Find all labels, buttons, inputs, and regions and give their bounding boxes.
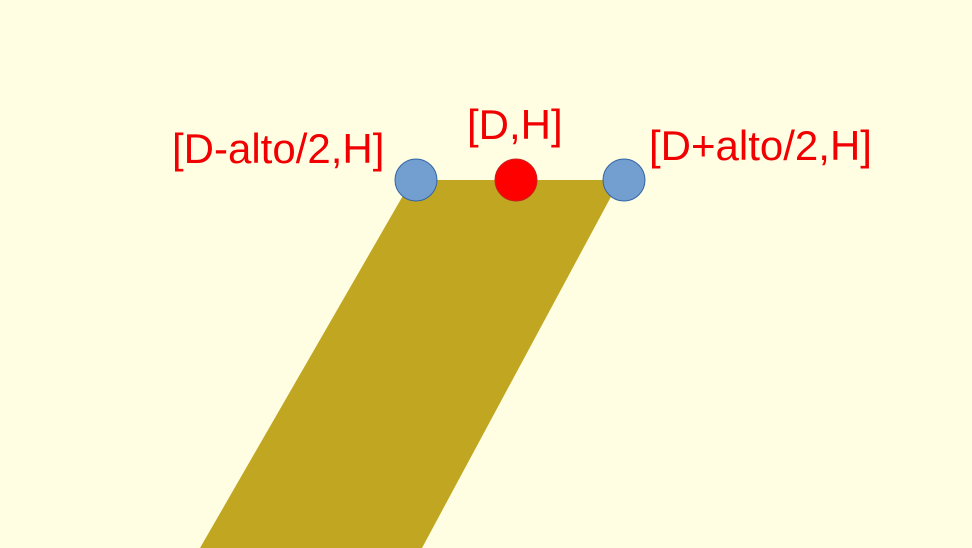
center-point-label: [D,H] bbox=[467, 101, 563, 148]
left-point-label: [D-alto/2,H] bbox=[172, 125, 384, 172]
slanted-band-shape bbox=[200, 180, 620, 548]
left-endpoint-marker bbox=[394, 158, 438, 202]
center-point-marker bbox=[494, 158, 538, 202]
right-point-label: [D+alto/2,H] bbox=[649, 122, 872, 169]
right-endpoint-marker bbox=[602, 158, 646, 202]
